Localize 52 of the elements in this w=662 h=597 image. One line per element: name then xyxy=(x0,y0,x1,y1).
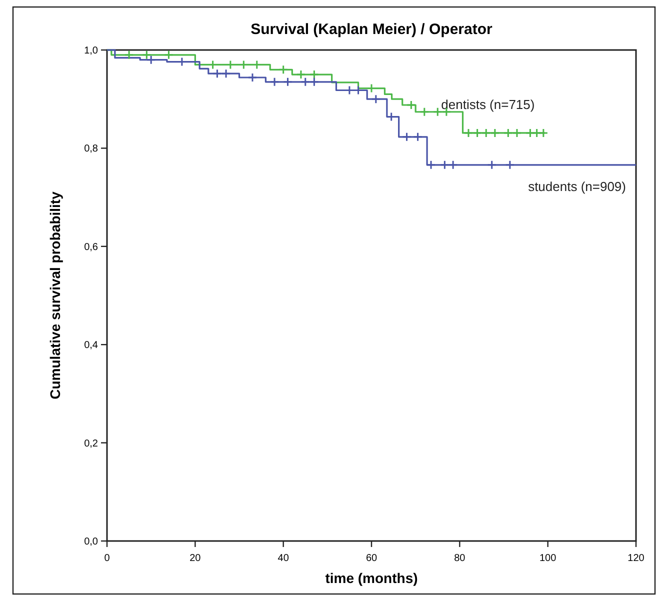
point xyxy=(505,160,515,170)
point xyxy=(248,72,258,82)
point xyxy=(221,68,231,78)
point xyxy=(440,160,450,170)
y-tick-label: 0,0 xyxy=(84,536,98,548)
point xyxy=(212,68,222,78)
y-tick-label: 0,2 xyxy=(84,438,98,450)
point xyxy=(124,50,134,60)
point xyxy=(532,128,542,138)
point xyxy=(282,77,292,87)
y-tick-label: 0,4 xyxy=(84,340,98,352)
point xyxy=(309,70,319,80)
point xyxy=(525,128,535,138)
point xyxy=(270,77,280,87)
point xyxy=(296,70,306,80)
x-axis-title: time (months) xyxy=(325,570,418,586)
point xyxy=(487,160,497,170)
point xyxy=(426,160,436,170)
point xyxy=(402,132,412,142)
x-tick-label: 120 xyxy=(628,553,645,564)
point xyxy=(142,50,152,60)
y-tick-label: 1,0 xyxy=(84,46,98,56)
point xyxy=(413,132,423,142)
point xyxy=(309,77,319,87)
point xyxy=(432,107,442,117)
x-tick-label: 20 xyxy=(190,553,202,564)
point xyxy=(512,128,522,138)
point xyxy=(406,100,416,110)
point xyxy=(472,128,482,138)
point xyxy=(164,50,174,60)
x-tick-label: 60 xyxy=(366,553,378,564)
point xyxy=(481,128,491,138)
y-axis-title: Cumulative survival probability xyxy=(47,191,63,400)
x-tick-label: 100 xyxy=(539,553,557,564)
point xyxy=(538,128,548,138)
x-tick-label: 40 xyxy=(278,553,290,564)
y-tick-label: 0,8 xyxy=(84,144,98,155)
y-tick-label: 0,6 xyxy=(84,242,98,253)
series-label: students (n=909) xyxy=(528,178,626,194)
point xyxy=(278,64,288,74)
point xyxy=(420,107,430,117)
point xyxy=(448,160,458,170)
point xyxy=(464,128,474,138)
point xyxy=(146,55,156,65)
series-label: dentists (n=715) xyxy=(441,96,535,112)
x-tick-label: 80 xyxy=(454,553,466,564)
chart-title: Survival (Kaplan Meier) / Operator xyxy=(250,21,493,38)
x-tick-label: 0 xyxy=(104,553,110,564)
point xyxy=(300,77,310,87)
point xyxy=(503,128,513,138)
point xyxy=(371,94,381,104)
point xyxy=(490,128,500,138)
